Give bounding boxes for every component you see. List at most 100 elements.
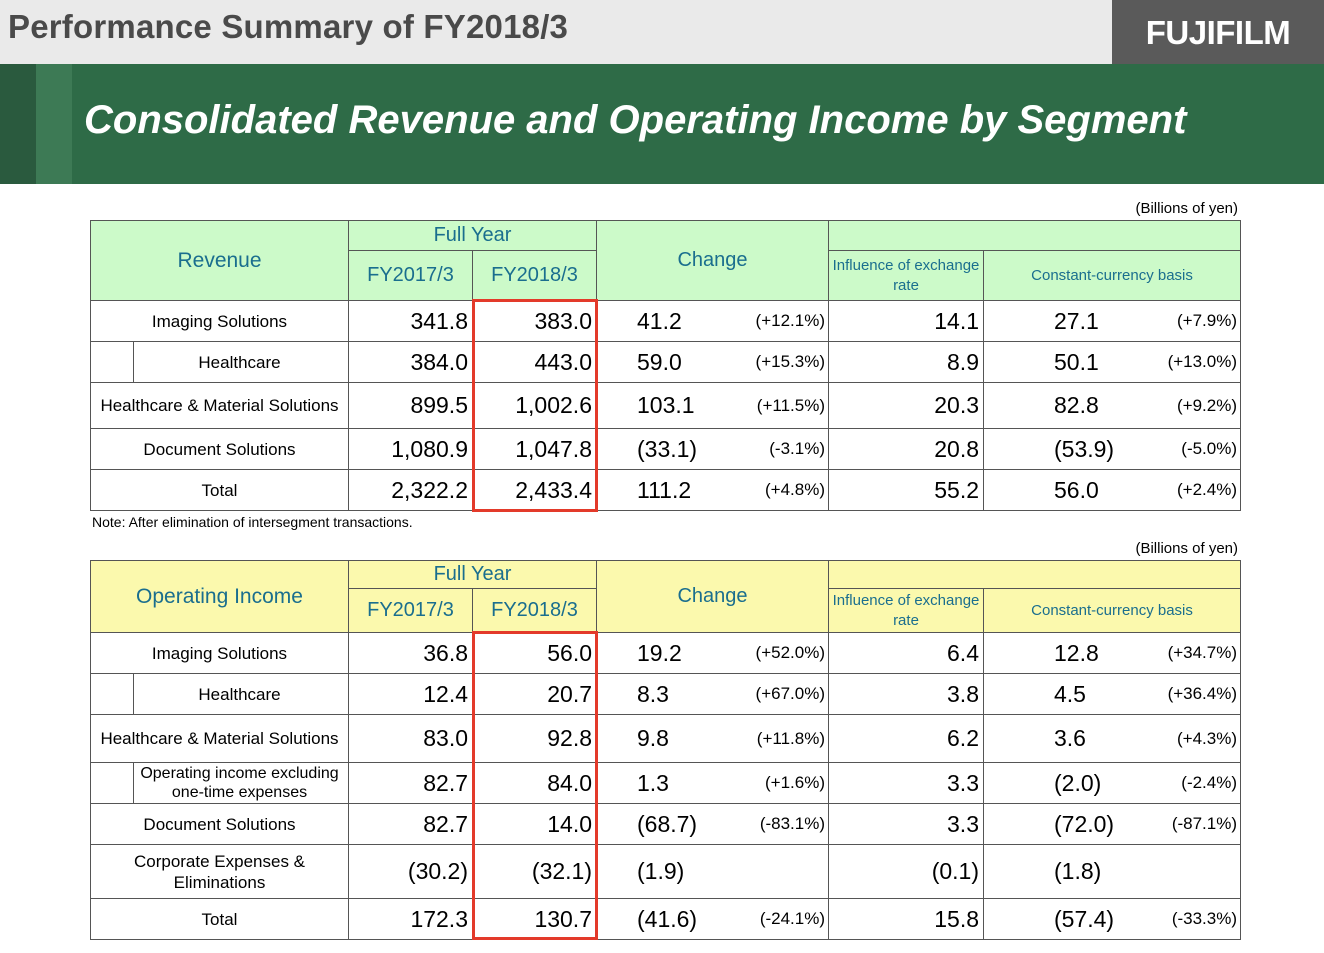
value-fy2017: 12.4 xyxy=(348,673,473,715)
constant-currency-header: Constant-currency basis xyxy=(982,250,1242,301)
value-fy2018: 92.8 xyxy=(472,714,597,763)
fx-influence-value: 3.3 xyxy=(828,762,984,804)
constant-currency-percent: (-5.0%) xyxy=(1160,428,1242,470)
units-label: (Billions of yen) xyxy=(1135,540,1238,557)
change-percent: (+11.8%) xyxy=(751,714,829,763)
value-fy2018: 20.7 xyxy=(472,673,597,715)
table-row: Imaging Solutions 341.8 383.0 41.2 (+12.… xyxy=(90,300,1242,342)
value-fy2018: 2,433.4 xyxy=(472,469,597,511)
table-row: Document Solutions 82.7 14.0 (68.7) (-83… xyxy=(90,803,1242,845)
fx-influence-value: (0.1) xyxy=(828,844,984,899)
value-fy2018: 56.0 xyxy=(472,632,597,674)
constant-currency-value: 56.0 xyxy=(983,469,1161,511)
constant-currency-percent: (-33.3%) xyxy=(1160,898,1242,940)
change-percent: (+15.3%) xyxy=(751,341,829,383)
change-value: (1.9) xyxy=(596,844,752,899)
page-title: Performance Summary of FY2018/3 xyxy=(8,8,569,45)
change-value: (41.6) xyxy=(596,898,752,940)
segment-label: Healthcare xyxy=(198,352,281,372)
change-value: 111.2 xyxy=(596,469,752,511)
change-percent: (-83.1%) xyxy=(751,803,829,845)
segment-name: Healthcare & Material Solutions xyxy=(90,382,349,429)
constant-currency-percent: (+4.3%) xyxy=(1160,714,1242,763)
segment-label: Healthcare xyxy=(198,684,281,704)
logo-text: FUJIFILM xyxy=(1145,14,1291,51)
fx-influence-value: 6.2 xyxy=(828,714,984,763)
constant-currency-value: (2.0) xyxy=(983,762,1161,804)
table-row: Operating income excluding one-time expe… xyxy=(90,762,1242,804)
change-percent: (-3.1%) xyxy=(751,428,829,470)
segment-name: Total xyxy=(90,898,349,940)
constant-currency-percent: (+36.4%) xyxy=(1160,673,1242,715)
segment-name: Imaging Solutions xyxy=(90,300,349,342)
constant-currency-value: (72.0) xyxy=(983,803,1161,845)
value-fy2017: (30.2) xyxy=(348,844,473,899)
fy2017-header: FY2017/3 xyxy=(348,588,473,633)
fx-influence-value: 3.8 xyxy=(828,673,984,715)
banner-stripe xyxy=(36,64,72,184)
units-label: (Billions of yen) xyxy=(1135,200,1238,217)
value-fy2017: 341.8 xyxy=(348,300,473,342)
fx-influence-value: 15.8 xyxy=(828,898,984,940)
banner-stripe xyxy=(0,64,36,184)
fx-influence-value: 3.3 xyxy=(828,803,984,845)
segment-name: Document Solutions xyxy=(90,803,349,845)
fx-influence-header: Influence of exchange rate xyxy=(828,588,984,633)
change-value: (68.7) xyxy=(596,803,752,845)
value-fy2018: 130.7 xyxy=(472,898,597,940)
table-row: Document Solutions 1,080.9 1,047.8 (33.1… xyxy=(90,428,1242,470)
change-value: 19.2 xyxy=(596,632,752,674)
value-fy2018: 14.0 xyxy=(472,803,597,845)
constant-currency-value: 3.6 xyxy=(983,714,1161,763)
value-fy2018: 383.0 xyxy=(472,300,597,342)
fx-influence-value: 20.3 xyxy=(828,382,984,429)
table-row: Imaging Solutions 36.8 56.0 19.2 (+52.0%… xyxy=(90,632,1242,674)
full-year-header: Full Year xyxy=(348,560,597,589)
value-fy2017: 2,322.2 xyxy=(348,469,473,511)
constant-currency-value: (1.8) xyxy=(983,844,1161,899)
value-fy2017: 36.8 xyxy=(348,632,473,674)
fy2018-header: FY2018/3 xyxy=(472,588,597,633)
constant-currency-percent: (+13.0%) xyxy=(1160,341,1242,383)
table-row: Healthcare & Material Solutions 899.5 1,… xyxy=(90,382,1242,429)
header-spacer xyxy=(827,560,1242,589)
constant-currency-value: 82.8 xyxy=(983,382,1161,429)
segment-name: Corporate Expenses & Eliminations xyxy=(90,844,349,899)
change-value: 59.0 xyxy=(596,341,752,383)
change-value: 1.3 xyxy=(596,762,752,804)
constant-currency-value: 50.1 xyxy=(983,341,1161,383)
constant-currency-value: 12.8 xyxy=(983,632,1161,674)
segment-name: Operating income excluding one-time expe… xyxy=(90,762,349,804)
table-row: Healthcare 12.4 20.7 8.3 (+67.0%) 3.8 4.… xyxy=(90,673,1242,715)
constant-currency-percent: (-87.1%) xyxy=(1160,803,1242,845)
change-header: Change xyxy=(596,220,829,301)
segment-name: Imaging Solutions xyxy=(90,632,349,674)
change-value: (33.1) xyxy=(596,428,752,470)
value-fy2017: 384.0 xyxy=(348,341,473,383)
segment-name: Document Solutions xyxy=(90,428,349,470)
value-fy2018: 1,002.6 xyxy=(472,382,597,429)
value-fy2018: 443.0 xyxy=(472,341,597,383)
fx-influence-value: 55.2 xyxy=(828,469,984,511)
change-percent: (+67.0%) xyxy=(751,673,829,715)
change-percent: (+52.0%) xyxy=(751,632,829,674)
operating-income-table: Operating Income Full Year Change FY2017… xyxy=(90,560,1242,940)
constant-currency-percent: (-2.4%) xyxy=(1160,762,1242,804)
table-row: Healthcare & Material Solutions 83.0 92.… xyxy=(90,714,1242,763)
table-row-total: Total 2,322.2 2,433.4 111.2 (+4.8%) 55.2… xyxy=(90,469,1242,511)
value-fy2017: 1,080.9 xyxy=(348,428,473,470)
value-fy2017: 82.7 xyxy=(348,803,473,845)
change-percent: (+4.8%) xyxy=(751,469,829,511)
segment-name: Healthcare xyxy=(90,673,349,715)
fx-influence-value: 8.9 xyxy=(828,341,984,383)
section-title: Consolidated Revenue and Operating Incom… xyxy=(84,98,1187,142)
change-percent: (+11.5%) xyxy=(751,382,829,429)
fx-influence-value: 14.1 xyxy=(828,300,984,342)
operating-income-header: Operating Income xyxy=(90,560,349,633)
value-fy2018: 1,047.8 xyxy=(472,428,597,470)
constant-currency-percent: (+7.9%) xyxy=(1160,300,1242,342)
value-fy2017: 82.7 xyxy=(348,762,473,804)
constant-currency-value: (53.9) xyxy=(983,428,1161,470)
fx-influence-value: 6.4 xyxy=(828,632,984,674)
change-percent: (-24.1%) xyxy=(751,898,829,940)
